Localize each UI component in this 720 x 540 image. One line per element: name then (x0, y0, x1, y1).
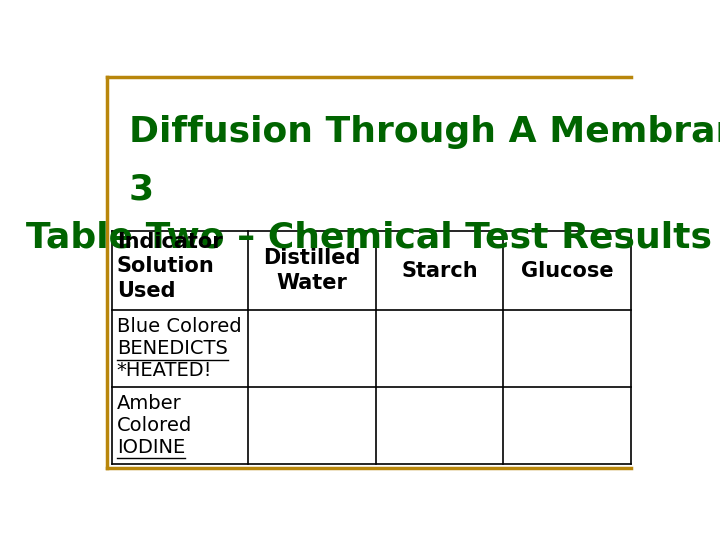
Text: Blue Colored: Blue Colored (117, 318, 241, 336)
Text: Indicator
Solution
Used: Indicator Solution Used (117, 232, 222, 301)
Text: 3: 3 (129, 173, 154, 207)
Text: IODINE: IODINE (117, 437, 185, 457)
Text: Colored: Colored (117, 416, 192, 435)
Text: Starch: Starch (401, 261, 478, 281)
Text: *HEATED!: *HEATED! (117, 361, 212, 380)
Text: Table Two – Chemical Test Results: Table Two – Chemical Test Results (26, 221, 712, 255)
Text: Distilled
Water: Distilled Water (263, 248, 361, 293)
Text: BENEDICTS: BENEDICTS (117, 339, 228, 358)
Text: Glucose: Glucose (521, 261, 613, 281)
Text: Amber: Amber (117, 394, 181, 413)
Text: Diffusion Through A Membrane – Pg: Diffusion Through A Membrane – Pg (129, 114, 720, 148)
